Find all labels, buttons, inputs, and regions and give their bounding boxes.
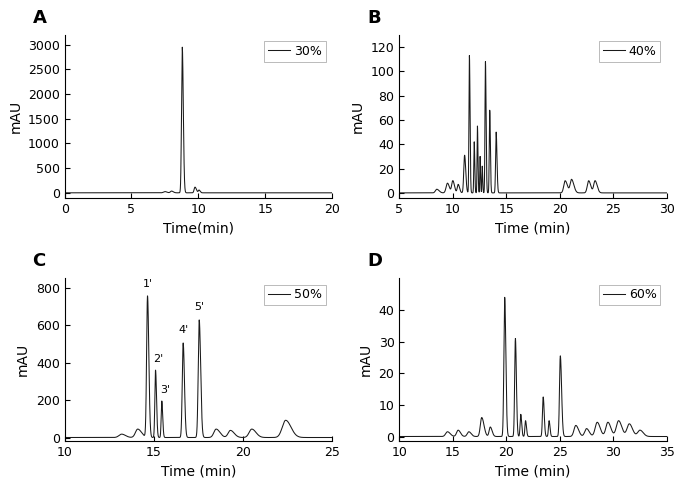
Y-axis label: mAU: mAU (16, 343, 30, 376)
Text: 4': 4' (178, 325, 189, 336)
Y-axis label: mAU: mAU (351, 100, 365, 133)
X-axis label: Time (min): Time (min) (161, 465, 236, 479)
Legend: 50%: 50% (264, 284, 326, 305)
X-axis label: Time (min): Time (min) (495, 465, 571, 479)
Text: 5': 5' (194, 302, 204, 313)
X-axis label: Time (min): Time (min) (495, 221, 571, 235)
Text: B: B (367, 9, 381, 27)
Text: 3': 3' (160, 385, 170, 395)
Text: D: D (367, 252, 382, 270)
Text: 2': 2' (154, 355, 164, 364)
Y-axis label: mAU: mAU (8, 100, 23, 133)
Text: C: C (33, 252, 46, 270)
Text: 1': 1' (143, 279, 152, 289)
X-axis label: Time(min): Time(min) (163, 221, 234, 235)
Legend: 40%: 40% (599, 41, 660, 62)
Y-axis label: mAU: mAU (359, 343, 373, 376)
Legend: 60%: 60% (599, 284, 660, 305)
Text: A: A (33, 9, 46, 27)
Legend: 30%: 30% (264, 41, 326, 62)
